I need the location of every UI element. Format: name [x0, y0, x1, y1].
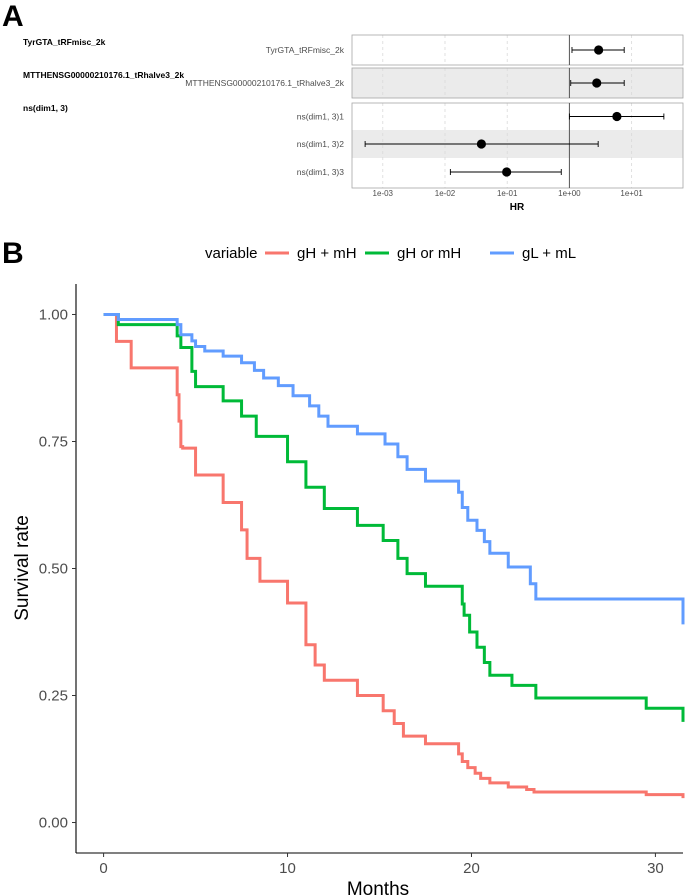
forest-group-box	[351, 67, 684, 99]
forest-row-label: MTTHENSG00000210176.1_tRhalve3_2k	[185, 78, 345, 88]
legend-entry-label: gH + mH	[297, 245, 357, 262]
y-tick-label: 0.75	[39, 433, 68, 450]
forest-group-box	[351, 102, 684, 189]
forest-plot: TyrGTA_tRFmisc_2k TyrGTA_tRFmisc_2k MTTHEN…	[23, 34, 684, 213]
km-legend: variable gH + mH gH or mH gL + mL	[205, 245, 576, 262]
forest-row-label: ns(dim1, 3)2	[297, 139, 345, 149]
forest-x-axis-title: HR	[510, 202, 525, 213]
forest-group-name: MTTHENSG00000210176.1_tRhalve3_2k	[23, 70, 184, 80]
survival-plot: 0.00 0.25 0.50 0.75 1.00 0 10 20 30 Months Surviva…	[12, 284, 685, 896]
legend-entry-label: gL + mL	[522, 245, 576, 262]
y-axis-title: Survival rate	[12, 515, 33, 621]
series-line-gl-ml	[103, 312, 685, 625]
panel-label-b: B	[2, 237, 24, 270]
y-tick-label: 0.50	[39, 561, 68, 578]
forest-point	[612, 111, 622, 122]
x-tick-label: 10	[279, 860, 296, 877]
panel-label-a: A	[2, 0, 24, 33]
forest-x-tick-label: 1e+00	[558, 189, 581, 198]
legend-entry-label: gH or mH	[397, 245, 461, 262]
forest-point	[476, 139, 487, 149]
forest-row-label: TyrGTA_tRFmisc_2k	[266, 45, 345, 55]
x-axis-title: Months	[347, 879, 409, 896]
y-tick-label: 0.25	[39, 688, 68, 705]
series-line-gh-or-mh	[103, 312, 685, 722]
x-tick-label: 20	[463, 860, 480, 877]
series-line-gh-mh	[103, 312, 685, 799]
y-tick-label: 0.00	[39, 815, 68, 832]
y-tick-label: 1.00	[39, 306, 68, 323]
forest-group-name: ns(dim1, 3)	[23, 103, 68, 113]
forest-group-box	[351, 34, 684, 66]
x-tick-label: 0	[99, 860, 107, 877]
forest-x-tick-label: 1e-01	[497, 189, 518, 198]
forest-group-name: TyrGTA_tRFmisc_2k	[23, 37, 106, 47]
forest-x-tick-label: 1e-02	[435, 189, 456, 198]
forest-x-tick-label: 1e-03	[373, 189, 394, 198]
forest-row-label: ns(dim1, 3)1	[297, 112, 345, 122]
forest-row-label: ns(dim1, 3)3	[297, 167, 345, 177]
forest-point	[502, 167, 512, 177]
forest-point	[594, 45, 604, 55]
forest-row-band	[352, 68, 683, 98]
x-tick-label: 30	[647, 860, 664, 877]
forest-x-tick-label: 1e+01	[620, 189, 643, 198]
forest-point	[592, 78, 602, 88]
legend-title: variable	[205, 245, 258, 262]
